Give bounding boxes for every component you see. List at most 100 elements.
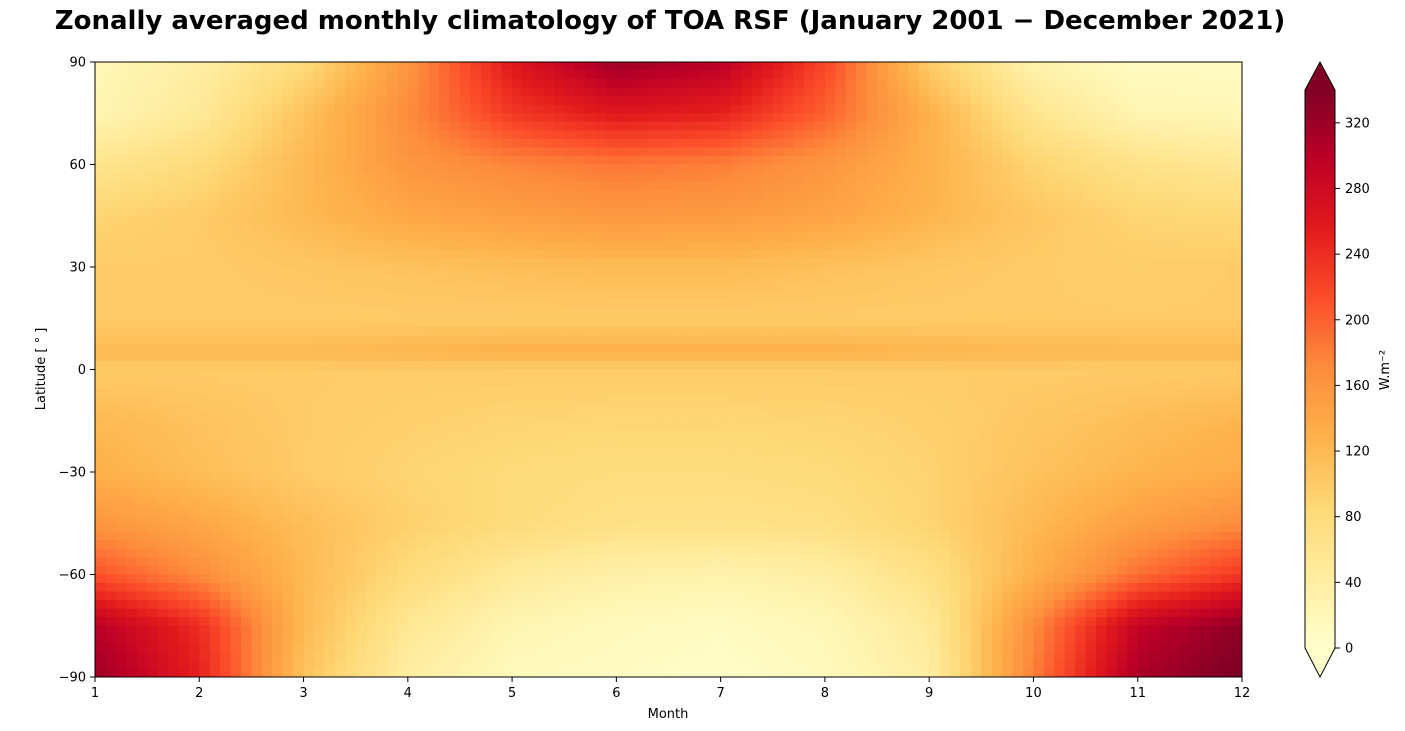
heatmap-cell bbox=[647, 309, 659, 319]
heatmap-cell bbox=[856, 241, 868, 251]
heatmap-cell bbox=[637, 395, 649, 405]
heatmap-cell bbox=[105, 190, 117, 200]
heatmap-cell bbox=[126, 190, 138, 200]
heatmap-cell bbox=[449, 113, 461, 123]
heatmap-cell bbox=[564, 224, 576, 234]
heatmap-cell bbox=[824, 215, 836, 225]
heatmap-cell bbox=[95, 121, 107, 131]
heatmap-cell bbox=[512, 224, 524, 234]
heatmap-cell bbox=[1116, 62, 1128, 72]
heatmap-cell bbox=[605, 147, 617, 157]
heatmap-cell bbox=[240, 437, 253, 447]
heatmap-cell bbox=[970, 420, 982, 430]
heatmap-cell bbox=[1002, 181, 1014, 191]
heatmap-cell bbox=[897, 224, 909, 234]
heatmap-cell bbox=[199, 104, 211, 114]
heatmap-cell bbox=[960, 429, 972, 439]
heatmap-cell bbox=[824, 412, 836, 422]
heatmap-cell bbox=[1033, 318, 1045, 328]
heatmap-cell bbox=[1127, 301, 1139, 311]
heatmap-cell bbox=[418, 241, 430, 251]
heatmap-cell bbox=[668, 181, 680, 191]
heatmap-cell bbox=[991, 147, 1003, 157]
heatmap-cell bbox=[491, 190, 503, 200]
heatmap-cell bbox=[376, 335, 388, 345]
heatmap-cell bbox=[449, 437, 461, 447]
heatmap-cell bbox=[1085, 130, 1097, 140]
heatmap-cell bbox=[585, 267, 597, 277]
heatmap-cell bbox=[856, 138, 868, 149]
heatmap-cell bbox=[1179, 267, 1191, 277]
heatmap-cell bbox=[564, 343, 576, 354]
heatmap-cell bbox=[1231, 138, 1242, 149]
heatmap-cell bbox=[762, 378, 774, 388]
heatmap-cell bbox=[303, 232, 315, 242]
heatmap-cell bbox=[1064, 164, 1076, 174]
heatmap-cell bbox=[324, 403, 336, 413]
heatmap-cell bbox=[783, 241, 795, 251]
heatmap-cell bbox=[1189, 147, 1201, 157]
heatmap-cell bbox=[366, 130, 378, 140]
heatmap-cell bbox=[157, 173, 169, 183]
heatmap-cell bbox=[585, 369, 597, 379]
heatmap-cell bbox=[1033, 420, 1045, 430]
heatmap-cell bbox=[866, 335, 878, 345]
heatmap-cell bbox=[334, 198, 346, 208]
heatmap-cell bbox=[564, 138, 576, 149]
heatmap-cell bbox=[1189, 318, 1201, 328]
heatmap-cell bbox=[501, 284, 513, 294]
heatmap-cell bbox=[230, 70, 242, 80]
heatmap-cell bbox=[1085, 395, 1097, 405]
heatmap-cell bbox=[1169, 249, 1181, 260]
heatmap-cell bbox=[136, 190, 148, 200]
heatmap-cell bbox=[616, 164, 628, 174]
heatmap-cell bbox=[386, 147, 398, 157]
heatmap-cell bbox=[366, 360, 378, 371]
heatmap-cell bbox=[293, 267, 305, 277]
heatmap-cell bbox=[950, 104, 962, 114]
heatmap-cell bbox=[762, 335, 774, 345]
heatmap-cell bbox=[313, 378, 325, 388]
heatmap-cell bbox=[710, 138, 722, 149]
heatmap-cell bbox=[814, 352, 826, 362]
heatmap-cell bbox=[188, 181, 200, 191]
heatmap-cell bbox=[324, 181, 336, 191]
heatmap-cell bbox=[386, 378, 398, 388]
heatmap-cell bbox=[678, 249, 690, 260]
heatmap-cell bbox=[668, 369, 680, 379]
heatmap-cell bbox=[532, 378, 544, 388]
heatmap-cell bbox=[209, 343, 221, 354]
heatmap-cell bbox=[741, 258, 753, 268]
heatmap-cell bbox=[167, 87, 180, 97]
heatmap-cell bbox=[313, 155, 325, 166]
heatmap-cell bbox=[960, 190, 972, 200]
heatmap-cell bbox=[845, 420, 857, 430]
heatmap-cell bbox=[397, 138, 409, 149]
heatmap-cell bbox=[647, 369, 659, 379]
heatmap-cell bbox=[950, 318, 962, 328]
heatmap-cell bbox=[710, 275, 722, 285]
heatmap-cell bbox=[95, 79, 107, 89]
heatmap-cell bbox=[814, 138, 826, 149]
heatmap-cell bbox=[668, 275, 680, 285]
heatmap-cell bbox=[334, 155, 346, 166]
heatmap-cell bbox=[1148, 96, 1160, 106]
heatmap-cell bbox=[1064, 267, 1076, 277]
heatmap-cell bbox=[272, 446, 284, 456]
heatmap-cell bbox=[1210, 412, 1222, 422]
heatmap-cell bbox=[230, 155, 242, 166]
heatmap-cell bbox=[1023, 267, 1035, 277]
heatmap-cell bbox=[522, 301, 534, 311]
heatmap-cell bbox=[167, 301, 180, 311]
heatmap-cell bbox=[126, 386, 138, 396]
heatmap-cell bbox=[407, 241, 419, 251]
heatmap-cell bbox=[699, 284, 711, 294]
heatmap-cell bbox=[887, 198, 899, 208]
heatmap-cell bbox=[804, 437, 816, 447]
heatmap-cell bbox=[251, 284, 263, 294]
heatmap-cell bbox=[877, 386, 889, 396]
heatmap-cell bbox=[991, 113, 1003, 123]
heatmap-cell bbox=[751, 70, 763, 80]
heatmap-cell bbox=[762, 232, 774, 242]
heatmap-cell bbox=[261, 181, 273, 191]
